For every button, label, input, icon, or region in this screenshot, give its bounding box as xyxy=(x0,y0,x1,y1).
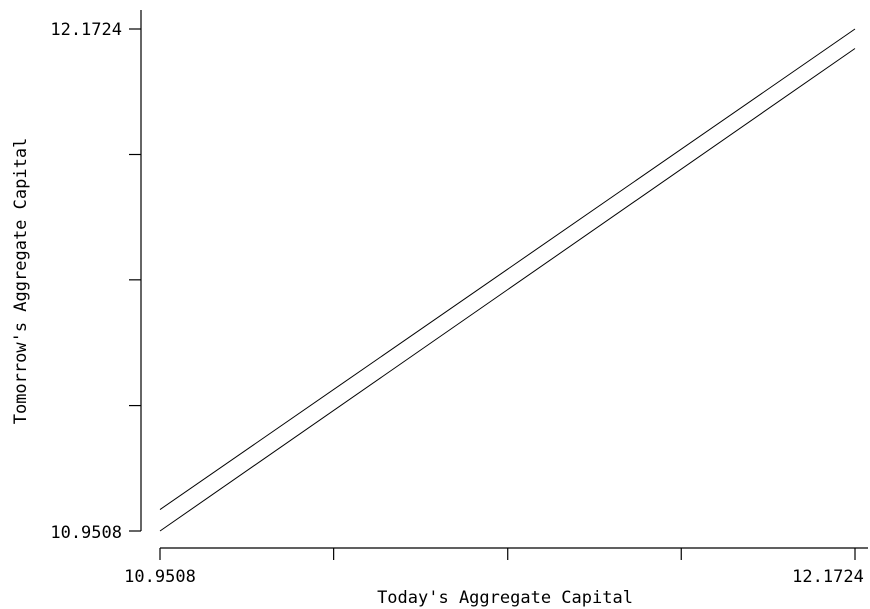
x-tick-label-max: 12.1724 xyxy=(792,567,864,587)
y-tick-label-max: 12.1724 xyxy=(50,20,122,40)
series-line-1 xyxy=(159,48,856,532)
y-tick-label-min: 10.9508 xyxy=(50,523,122,543)
y-axis-label: Tomorrow's Aggregate Capital xyxy=(11,138,31,425)
series-line-0 xyxy=(159,28,856,510)
axes xyxy=(140,10,868,549)
ticks xyxy=(129,28,856,560)
x-axis-label: Today's Aggregate Capital xyxy=(377,588,633,608)
series-group xyxy=(159,28,856,532)
x-tick-label-min: 10.9508 xyxy=(124,567,196,587)
